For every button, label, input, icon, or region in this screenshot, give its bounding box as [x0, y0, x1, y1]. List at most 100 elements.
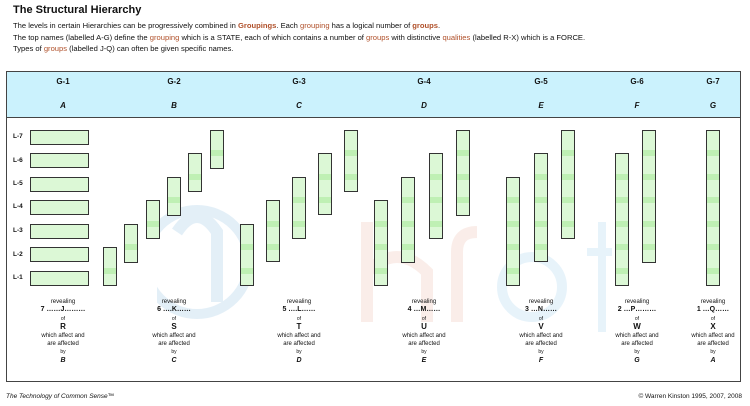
group-bar-g4-1 [374, 200, 388, 286]
groups-term: groups [43, 44, 68, 53]
level-join-band [642, 174, 656, 180]
level-join-band [642, 244, 656, 250]
hierarchy-diagram: G-1 G-2 G-3 G-4 G-5 G-6 G-7 A B C D E F … [6, 71, 741, 382]
target-grouping-label: F [538, 356, 544, 364]
group-type-label: 7 ……J……… [40, 306, 86, 314]
affect-label: which affect and [277, 332, 321, 339]
level-join-band [292, 221, 306, 227]
intro-line-3: Types of groups (labelled J-Q) can often… [13, 43, 743, 55]
level-join-band [642, 221, 656, 227]
header-code-g6: G-6 [630, 77, 644, 86]
quality-label: X [710, 322, 716, 332]
group-bar-g4-3 [429, 153, 443, 239]
level-join-band [318, 197, 332, 203]
intro-line-1: The levels in certain Hierarchies can be… [13, 20, 743, 32]
quality-label: S [171, 322, 177, 332]
group-bar-g4-4 [456, 130, 470, 216]
target-grouping-label: B [60, 356, 66, 364]
group-bar-g2-1 [103, 247, 117, 286]
level-join-band [374, 221, 388, 227]
revealing-label: revealing [50, 299, 76, 305]
level-join-band [534, 197, 548, 203]
level-join-band [534, 174, 548, 180]
level-join-band [615, 244, 629, 250]
level-join-band [401, 221, 415, 227]
affect-label: which affect and [41, 332, 85, 339]
by-label: by [634, 349, 640, 356]
group-bar-g5-1 [506, 177, 520, 286]
level-join-band [429, 221, 443, 227]
affect-label: which affect and [519, 332, 563, 339]
groupings-term: Groupings [237, 21, 277, 30]
revealing-label: revealing [286, 299, 312, 305]
intro-text-segment: with distinctive [389, 32, 443, 42]
level-join-band [374, 268, 388, 274]
target-grouping-label: D [296, 356, 302, 364]
affected-label: are affected [697, 341, 729, 348]
affect-label: which affect and [402, 332, 446, 339]
group-bar-g2-2 [124, 224, 138, 263]
group-bar-g1-l2 [30, 247, 89, 262]
of-label: of [538, 315, 544, 322]
level-join-band [266, 221, 280, 227]
groups-term: groups [412, 21, 439, 30]
of-label: of [634, 315, 640, 322]
level-join-band [561, 197, 575, 203]
affected-label: are affected [408, 341, 440, 348]
group-bar-g5-3 [561, 130, 575, 239]
revealing-label: revealing [624, 299, 650, 305]
group-bar-g3-3 [292, 177, 306, 239]
column-description-g4: revealing 4 …M…… of U which affect and a… [379, 298, 469, 365]
level-join-band [506, 268, 520, 274]
groups-term: groups [366, 32, 390, 42]
level-join-band [615, 174, 629, 180]
level-join-band [103, 268, 117, 274]
level-join-band [456, 174, 470, 180]
level-label-l3: L-3 [13, 227, 23, 234]
level-join-band [292, 197, 306, 203]
group-bar-g6-1 [615, 153, 629, 286]
by-label: by [538, 349, 544, 356]
page-title: The Structural Hierarchy [13, 4, 142, 16]
column-description-g2: revealing 6 ….K…… of S which affect and … [129, 298, 219, 365]
header-letter-c: C [296, 101, 302, 110]
level-label-l7: L-7 [13, 133, 23, 140]
of-label: of [60, 315, 66, 322]
header-code-g3: G-3 [292, 77, 306, 86]
group-bar-g5-2 [534, 153, 548, 262]
intro-line-2: The top names (labelled A-G) define the … [13, 32, 743, 44]
level-join-band [506, 197, 520, 203]
level-join-band [456, 150, 470, 156]
intro-text-segment: Types of [13, 44, 44, 53]
level-join-band [615, 221, 629, 227]
group-bar-g2-6 [210, 130, 224, 169]
intro-text: The levels in certain Hierarchies can be… [13, 20, 743, 55]
of-label: of [171, 315, 177, 322]
group-type-label: 4 …M…… [407, 306, 441, 314]
header-code-g5: G-5 [534, 77, 548, 86]
group-type-label: 3 …N…… [525, 306, 557, 314]
group-type-label: 1 …Q…… [696, 306, 730, 314]
level-join-band [456, 197, 470, 203]
level-join-band [240, 268, 254, 274]
revealing-label: revealing [411, 299, 437, 305]
group-bar-g3-2 [266, 200, 280, 262]
group-bar-g3-4 [318, 153, 332, 215]
group-bar-g6-2 [642, 130, 656, 263]
group-bar-g2-5 [188, 153, 202, 192]
header-letter-g: G [709, 101, 717, 110]
affected-label: are affected [525, 341, 557, 348]
group-bar-g1-l6 [30, 153, 89, 168]
quality-label: W [633, 322, 641, 332]
by-label: by [710, 349, 716, 356]
level-join-band [706, 197, 720, 203]
group-bar-g3-5 [344, 130, 358, 192]
level-label-l6: L-6 [13, 157, 23, 164]
column-description-g5: revealing 3 …N…… of V which affect and a… [496, 298, 586, 365]
affected-label: are affected [47, 341, 79, 348]
level-join-band [706, 268, 720, 274]
by-label: by [60, 349, 66, 356]
group-type-label: 5 ….L…… [282, 306, 316, 314]
by-label: by [421, 349, 427, 356]
intro-text-segment: The levels in certain Hierarchies can be… [13, 21, 238, 30]
